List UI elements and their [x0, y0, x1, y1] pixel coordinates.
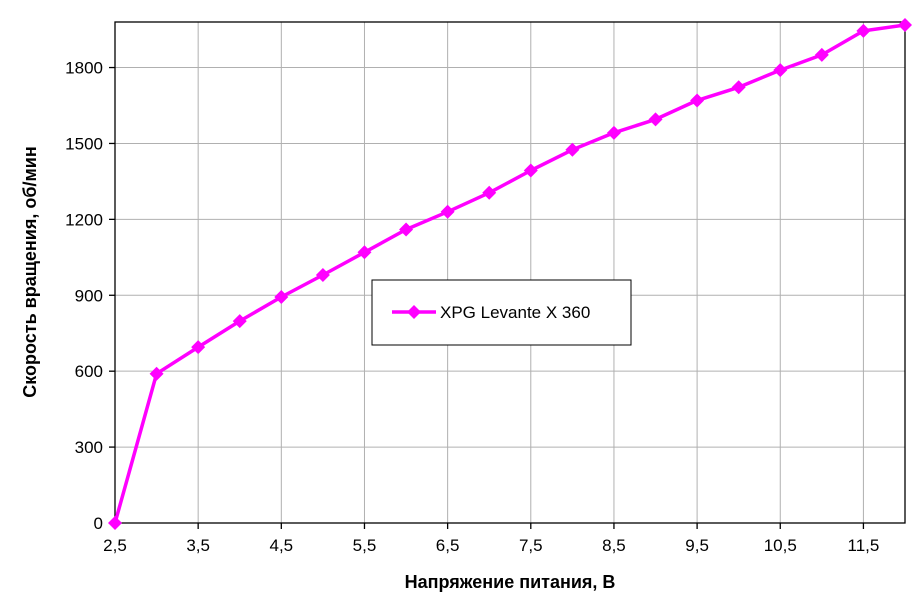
data-point-3 — [232, 314, 247, 329]
data-point-14 — [690, 93, 705, 108]
series-group — [108, 18, 912, 530]
legend-box — [371, 279, 632, 346]
x-tick-label-8: 10,5 — [764, 536, 797, 555]
plot-border — [114, 21, 906, 524]
data-point-7 — [399, 222, 414, 237]
x-tick-label-4: 6,5 — [436, 536, 460, 555]
y-tick-label-3: 900 — [75, 286, 103, 305]
x-axis-title: Напряжение питания, В — [405, 572, 616, 592]
data-point-18 — [856, 23, 871, 38]
y-tick-label-4: 1200 — [65, 210, 103, 229]
data-point-19 — [898, 18, 912, 33]
x-tick-label-5: 7,5 — [519, 536, 543, 555]
x-tick-label-0: 2,5 — [103, 536, 127, 555]
data-point-17 — [814, 47, 829, 62]
data-point-12 — [606, 125, 621, 140]
gridlines — [115, 22, 905, 523]
x-axis-ticks: 2,5 3,5 4,5 5,5 6,5 7,5 8,5 9,5 10,5 11,5 — [103, 523, 879, 555]
y-tick-label-5: 1500 — [65, 134, 103, 153]
data-point-9 — [482, 185, 497, 200]
data-point-10 — [523, 163, 538, 178]
x-tick-label-7: 9,5 — [685, 536, 709, 555]
legend-marker-diamond-icon — [407, 305, 421, 319]
legend-label: XPG Levante X 360 — [440, 303, 590, 322]
y-axis-ticks: 0 300 600 900 1200 1500 1800 — [65, 59, 115, 533]
data-point-15 — [731, 80, 746, 95]
data-point-11 — [565, 142, 580, 157]
data-point-6 — [357, 245, 372, 260]
x-tick-label-9: 11,5 — [848, 536, 880, 555]
data-point-16 — [773, 63, 788, 78]
plot-area — [115, 22, 905, 523]
legend: XPG Levante X 360 — [371, 279, 632, 346]
y-axis-title: Скорость вращения, об/мин — [20, 146, 40, 398]
x-tick-label-6: 8,5 — [602, 536, 626, 555]
x-tick-label-3: 5,5 — [353, 536, 377, 555]
data-point-1 — [149, 366, 164, 381]
y-tick-label-1: 300 — [75, 438, 103, 457]
data-point-2 — [191, 340, 206, 355]
data-point-4 — [274, 290, 289, 305]
data-point-8 — [440, 204, 455, 219]
y-tick-label-2: 600 — [75, 362, 103, 381]
x-tick-label-2: 4,5 — [269, 536, 293, 555]
data-point-13 — [648, 112, 663, 127]
data-point-0 — [108, 516, 122, 530]
data-point-5 — [315, 268, 330, 283]
y-tick-label-6: 1800 — [65, 59, 103, 78]
series-line-0 — [113, 23, 906, 524]
y-tick-label-0: 0 — [94, 514, 103, 533]
x-tick-label-1: 3,5 — [186, 536, 210, 555]
